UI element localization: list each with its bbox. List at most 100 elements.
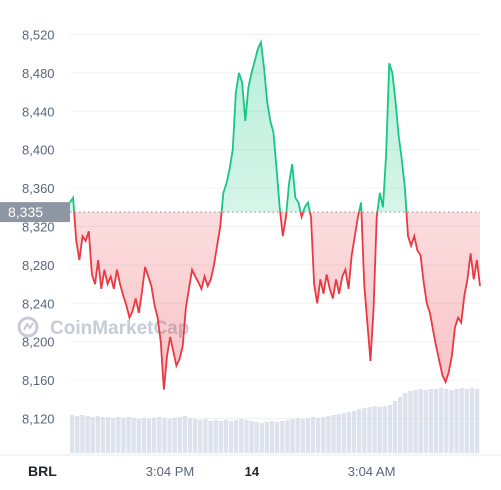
volume-bar [100,417,106,453]
volume-bar [403,393,408,453]
volume-bar [121,418,126,453]
volume-bar [351,411,357,453]
y-tick-label: 8,280 [22,258,55,273]
volume-bar [428,389,434,453]
volume-bar [254,422,259,453]
y-tick-label: 8,480 [22,66,55,81]
area-below-baseline [74,212,480,390]
volume-bar [413,390,418,453]
volume-bar [244,420,249,453]
price-areas [70,42,480,390]
volume-bar [70,415,75,453]
price-line-below [73,212,481,390]
volume-bar [336,414,341,453]
volume-bar [264,422,270,453]
volume-bar [187,418,193,453]
volume-bar [223,420,229,453]
volume-bar [208,421,213,453]
volume-bar [464,389,469,453]
area-above-baseline [70,42,480,213]
volume-bar [418,389,423,453]
y-tick-label: 8,240 [22,296,55,311]
y-axis-ticks: 8,120 8,160 8,200 8,240 8,280 8,320 8,360 8,400… [22,28,55,427]
volume-bar [449,390,454,453]
y-tick-label: 8,160 [22,373,55,388]
volume-bar [321,417,326,453]
price-line-above [69,38,408,213]
volume-bar [234,420,239,453]
volume-bar [310,417,316,453]
volume-bar [182,416,188,453]
volume-bars [70,388,480,453]
volume-bar [249,421,254,453]
volume-bar [105,417,111,453]
y-tick-label: 8,520 [22,28,55,43]
volume-bar [295,418,300,453]
volume-bar [474,389,480,453]
volume-bar [408,391,413,453]
volume-bar [362,408,367,453]
volume-bar [382,406,387,453]
volume-bar [423,390,428,453]
watermark-logo-icon [17,316,39,338]
volume-bar [259,423,264,453]
volume-bar [444,389,449,453]
volume-bar [269,421,275,453]
volume-bar [372,406,377,453]
volume-bar [469,388,475,453]
volume-bar [193,419,198,453]
y-tick-label: 8,400 [22,143,55,158]
volume-bar [275,422,280,453]
volume-bar [454,389,459,453]
volume-bar [280,421,285,453]
y-tick-label: 8,360 [22,181,55,196]
volume-bar [167,419,172,453]
volume-bar [367,407,372,453]
volume-bar [198,420,203,453]
volume-bar [85,416,90,453]
volume-bar [357,409,362,453]
y-tick-label: 8,120 [22,412,55,427]
volume-bar [95,416,100,453]
current-price-badge: 8,335 [0,202,70,223]
volume-bar [346,412,352,453]
volume-bar [177,417,182,453]
volume-bar [218,421,223,453]
volume-bar [239,419,244,453]
volume-bar [300,419,305,453]
x-tick-label: 3:04 PM [146,464,194,479]
volume-bar [316,418,321,453]
volume-bar [146,419,152,453]
volume-bar [157,417,162,453]
y-tick-label: 8,200 [22,335,55,350]
volume-bar [392,401,398,453]
volume-bar [136,419,141,453]
volume-bar [131,418,136,453]
volume-bar [116,417,121,453]
currency-label: BRL [28,463,57,479]
volume-bar [80,415,85,453]
volume-bar [75,416,80,453]
current-price-label: 8,335 [8,204,43,220]
volume-bar [439,388,444,453]
volume-bar [459,388,464,453]
volume-bar [126,417,131,453]
volume-bar [326,416,331,453]
x-tick-label: 3:04 AM [348,464,396,479]
volume-bar [213,420,218,453]
volume-bar [111,418,116,453]
volume-bar [331,415,336,453]
volume-bar [90,417,95,453]
x-axis-ticks: 3:04 PM 14 3:04 AM [146,464,396,479]
volume-bar [141,418,147,453]
volume-bar [341,413,346,453]
volume-bar [172,418,177,453]
volume-bar [387,405,393,453]
watermark-text: CoinMarketCap [50,318,189,339]
volume-bar [377,407,382,453]
volume-bar [305,418,311,453]
y-tick-label: 8,320 [22,220,55,235]
x-tick-label: 14 [245,464,260,479]
volume-bar [152,418,157,453]
volume-bar [203,419,208,453]
